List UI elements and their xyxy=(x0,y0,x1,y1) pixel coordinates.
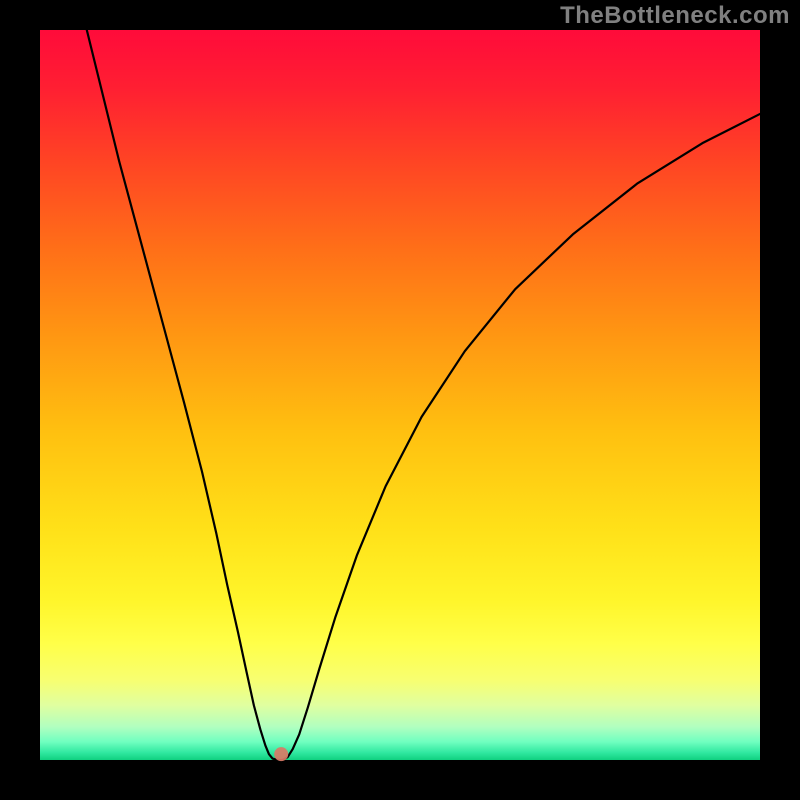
chart-container: TheBottleneck.com xyxy=(0,0,800,800)
plot-gradient-background xyxy=(40,30,760,760)
bottleneck-chart xyxy=(0,0,800,800)
watermark-label: TheBottleneck.com xyxy=(560,2,790,30)
optimal-point-marker xyxy=(274,747,288,761)
